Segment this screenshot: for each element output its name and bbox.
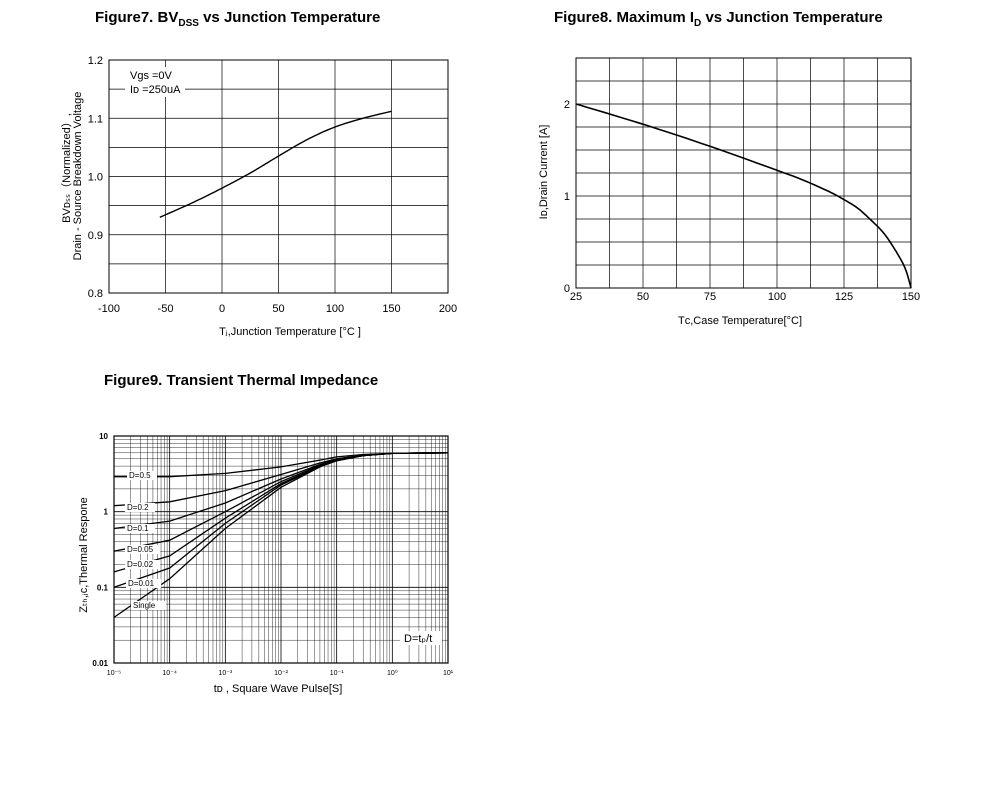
fig8-title-rest: vs Junction Temperature	[701, 9, 883, 26]
fig7-y-tick-label: 1.0	[88, 172, 103, 184]
fig7-x-tick-label: 150	[382, 303, 400, 315]
fig7-x-axis-label: Tⱼ,Junction Temperature [°C ]	[219, 326, 361, 338]
fig8-x-axis-label: Tᴄ,Case Temperature[°C]	[678, 315, 802, 327]
fig8-x-tick-label: 50	[637, 291, 649, 303]
fig9-annotation: D=tₚ/t	[404, 633, 432, 645]
fig8-title: Figure8. Maximum ID vs Junction Temperat…	[554, 9, 883, 29]
fig7-x-tick-label: 0	[219, 303, 225, 315]
fig9-frame	[113, 435, 449, 664]
fig9-x-tick-label: 10⁻⁴	[162, 670, 177, 677]
fig8-y-tick-label: 2	[564, 99, 570, 111]
fig9-series-label-bg	[125, 503, 155, 512]
fig7-title-sub: DSS	[178, 18, 199, 29]
fig7-title: Figure7. BVDSS vs Junction Temperature	[95, 9, 380, 29]
fig9-x-tick-label: 10⁻⁵	[107, 670, 121, 677]
fig7-x-tick-label: -50	[158, 303, 174, 315]
fig9-series-label: D=0.5	[129, 471, 151, 480]
fig7-y-tick-label: 0.8	[88, 288, 103, 300]
fig9-annotation-bg	[400, 631, 442, 645]
fig9-series-label: Single	[133, 601, 156, 610]
fig9-title: Figure9. Transient Thermal Impedance	[104, 372, 378, 389]
fig7-title-rest: vs Junction Temperature	[198, 9, 381, 26]
fig7-curve	[159, 110, 392, 218]
fig7-y-tick-label: 0.9	[88, 230, 103, 242]
fig8-curve	[575, 103, 912, 289]
fig9-series-label: D=0.1	[127, 524, 149, 533]
fig7-legend-id: Iᴅ =250uA	[130, 84, 181, 96]
fig7-y-tick-label: 1.1	[88, 113, 103, 125]
fig9-series-label: D=0.2	[127, 503, 149, 512]
fig8-frame	[575, 57, 912, 289]
fig7-legend-vgs: Vgs =0V	[130, 70, 173, 82]
fig9-y-tick-label: 0.1	[97, 583, 109, 592]
fig7-x-tick-label: -100	[98, 303, 120, 315]
fig8-title-main: Figure8. Maximum I	[554, 9, 695, 26]
fig9-x-tick-label: 10⁻²	[274, 670, 288, 677]
fig8-x-tick-label: 25	[570, 291, 582, 303]
fig7-y-tick-label: 1.2	[88, 55, 103, 67]
fig9-y-tick-label: 1	[104, 508, 109, 517]
fig9-x-tick-label: 10¹	[443, 670, 454, 677]
fig9-series-label: D=0.02	[127, 560, 154, 569]
fig8-y-tick-label: 0	[564, 283, 570, 295]
fig8-y-axis-label: Iᴅ,Drain Current [A]	[538, 125, 550, 220]
fig9-curve	[113, 452, 449, 618]
fig9-series-label: D=0.01	[128, 579, 155, 588]
fig9-series-label-bg	[126, 579, 162, 588]
fig9-y-tick-label: 0.01	[92, 659, 108, 668]
fig9-series-label-bg	[131, 601, 167, 610]
fig7-legend-box	[125, 67, 185, 97]
fig9-series-label: D=0.05	[127, 545, 154, 554]
fig9-y-tick-label: 10	[99, 432, 108, 441]
fig8-y-tick-label: 1	[564, 191, 570, 203]
fig7-x-tick-label: 200	[439, 303, 457, 315]
fig7-y-axis-label-2: Drain - Source Breakdown Voltage	[72, 92, 84, 261]
fig9-x-axis-label: tᴅ , Square Wave Pulse[S]	[214, 683, 343, 695]
fig8-x-tick-label: 100	[768, 291, 786, 303]
fig9-x-tick-label: 10⁻¹	[330, 670, 344, 677]
fig7-x-tick-label: 50	[272, 303, 284, 315]
fig9-x-tick-label: 10⁻³	[218, 670, 232, 677]
fig9-title-main: Figure9. Transient Thermal Impedance	[104, 372, 379, 389]
fig9-y-axis-label: Zₜₕ,ⱼᴄ,Thermal Respone	[78, 497, 90, 612]
fig9-x-tick-label: 10⁰	[387, 669, 398, 677]
fig9-series-label-bg	[125, 524, 155, 533]
fig8-x-tick-label: 125	[835, 291, 853, 303]
fig7-y-axis-label-1: BVᴅₛₛ（Normalized）,	[60, 113, 73, 223]
fig9-series-label-bg	[125, 560, 161, 569]
fig7-title-main: Figure7. BV	[95, 9, 179, 26]
fig7-frame	[108, 59, 449, 294]
fig8-x-tick-label: 75	[704, 291, 716, 303]
fig8-title-sub: D	[694, 18, 702, 29]
fig9-series-label-bg	[127, 471, 157, 480]
fig9-series-label-bg	[125, 545, 161, 554]
fig8-x-tick-label: 150	[902, 291, 920, 303]
fig7-x-tick-label: 100	[326, 303, 344, 315]
